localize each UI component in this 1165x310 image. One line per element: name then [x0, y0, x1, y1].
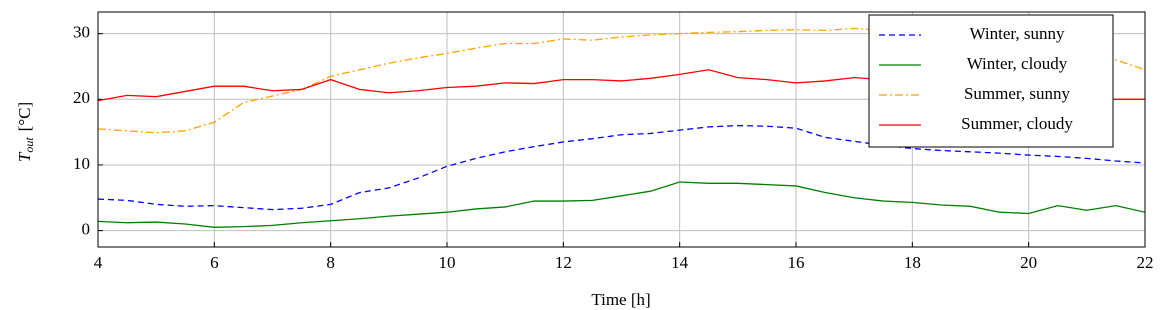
- x-tick-label: 10: [439, 253, 456, 272]
- y-axis-label: Tout [°C]: [15, 102, 36, 162]
- x-tick-label: 16: [788, 253, 805, 272]
- legend-label: Summer, cloudy: [961, 114, 1073, 133]
- y-tick-label: 0: [82, 219, 91, 238]
- y-label-main: T: [15, 151, 34, 162]
- x-tick-label: 18: [904, 253, 921, 272]
- x-tick-label: 8: [326, 253, 335, 272]
- x-axis-label: Time [h]: [591, 290, 650, 309]
- y-tick-label: 30: [73, 23, 90, 42]
- x-tick-label: 20: [1020, 253, 1037, 272]
- series-line: [97, 124, 1146, 211]
- legend-label: Winter, sunny: [970, 24, 1065, 43]
- x-tick-label: 22: [1137, 253, 1154, 272]
- legend-label: Winter, cloudy: [967, 54, 1068, 73]
- y-tick-label: 10: [73, 154, 90, 173]
- x-tick-label: 12: [555, 253, 572, 272]
- series-line: [97, 27, 1146, 134]
- plot-frame: [97, 11, 1146, 248]
- y-tick-label: 20: [73, 88, 90, 107]
- x-tick-label: 14: [671, 253, 689, 272]
- y-label-unit: [°C]: [15, 102, 34, 131]
- x-tick-label: 4: [94, 253, 103, 272]
- y-label-sub: out: [22, 137, 36, 153]
- x-tick-label: 6: [210, 253, 219, 272]
- series-line: [97, 181, 1146, 228]
- legend-label: Summer, sunny: [964, 84, 1071, 103]
